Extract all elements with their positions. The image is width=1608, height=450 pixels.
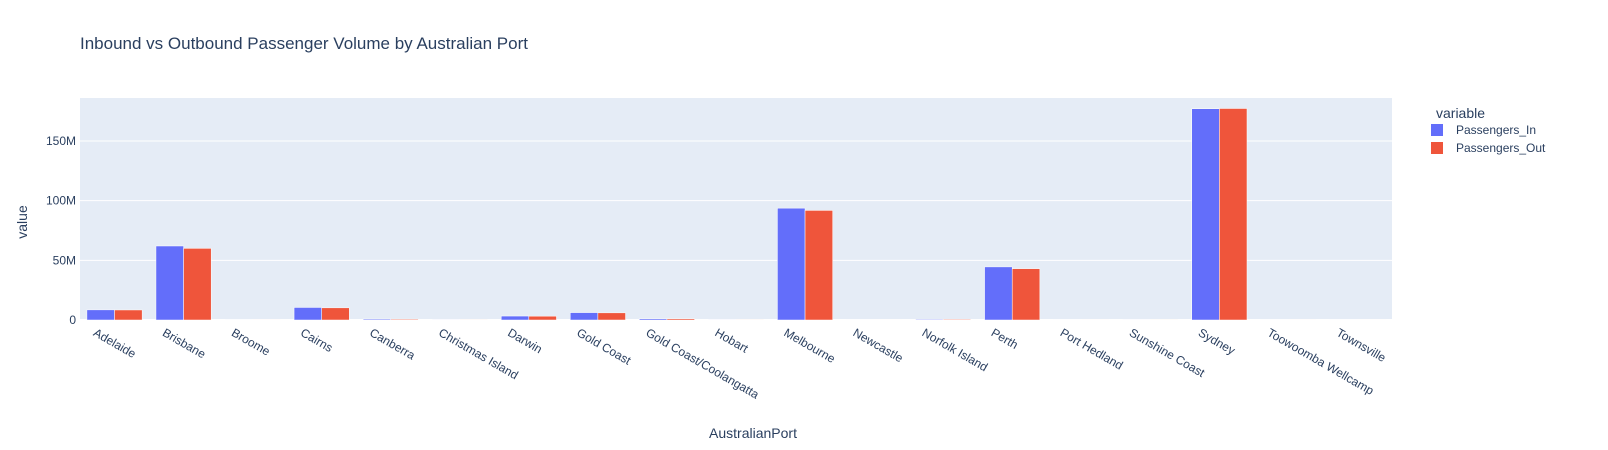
bar-Passengers_In[interactable] <box>293 307 322 321</box>
x-tick-label: Perth <box>989 325 1021 351</box>
y-tick-label: 100M <box>46 194 76 208</box>
bar-Passengers_Out[interactable] <box>528 315 557 321</box>
plot-area <box>80 98 1392 320</box>
x-tick-label: Port Hedland <box>1058 325 1126 372</box>
bar-Passengers_Out[interactable] <box>114 309 143 321</box>
bar-Passengers_Out[interactable] <box>390 318 419 321</box>
bar-Passengers_Out[interactable] <box>1219 108 1248 321</box>
y-tick-label: 0 <box>69 313 76 327</box>
bar-Passengers_In[interactable] <box>570 312 599 321</box>
bar-Passengers_Out[interactable] <box>666 318 695 321</box>
x-tick-label: Canberra <box>367 325 418 362</box>
x-tick-label: Broome <box>229 325 273 358</box>
x-tick-label: Gold Coast/Coolangatta <box>643 325 761 401</box>
bars <box>86 108 1386 321</box>
x-tick-label: Newcastle <box>851 325 906 365</box>
y-tick-label: 50M <box>53 253 76 267</box>
x-tick-label: Cairns <box>298 325 335 354</box>
bar-Passengers_In[interactable] <box>639 318 668 321</box>
legend-swatch[interactable] <box>1431 124 1443 136</box>
bar-Passengers_In[interactable] <box>777 207 806 321</box>
y-tick-label: 150M <box>46 134 76 148</box>
bar-Passengers_Out[interactable] <box>183 248 212 321</box>
bar-Passengers_In[interactable] <box>500 315 530 321</box>
x-tick-label: Gold Coast <box>574 325 634 367</box>
bar-Passengers_In[interactable] <box>915 319 944 321</box>
x-axis-title: AustralianPort <box>709 425 797 441</box>
bar-Passengers_In[interactable] <box>86 309 115 321</box>
x-tick-label: Hobart <box>713 325 752 355</box>
legend-label[interactable]: Passengers_Out <box>1456 141 1546 155</box>
legend: variable Passengers_In Passengers_Out <box>1431 105 1546 155</box>
bar-Passengers_Out[interactable] <box>597 312 626 321</box>
y-axis-ticks: 0 50M 100M 150M <box>46 134 76 327</box>
bar-Passengers_In[interactable] <box>155 245 184 321</box>
x-tick-label: Sydney <box>1196 325 1238 357</box>
x-tick-label: Darwin <box>505 325 544 356</box>
x-tick-label: Melbourne <box>782 325 838 366</box>
x-tick-label: Norfolk Island <box>920 325 991 374</box>
y-axis-title: value <box>14 205 30 239</box>
legend-label[interactable]: Passengers_In <box>1456 123 1536 137</box>
x-axis-ticks: Adelaide Brisbane Broome Cairns Canberra Chri… <box>91 325 1389 401</box>
bar-Passengers_In[interactable] <box>1191 108 1220 321</box>
x-tick-label: Brisbane <box>160 325 208 361</box>
bar-Passengers_Out[interactable] <box>1011 268 1041 321</box>
bar-Passengers_In[interactable] <box>362 318 391 321</box>
bar-Passengers_Out[interactable] <box>321 307 350 321</box>
bar-Passengers_Out[interactable] <box>942 319 972 321</box>
x-tick-label: Townsville <box>1334 325 1389 365</box>
chart-title: Inbound vs Outbound Passenger Volume by … <box>80 34 528 53</box>
x-tick-label: Sunshine Coast <box>1127 325 1208 380</box>
legend-title: variable <box>1436 105 1485 121</box>
bar-Passengers_Out[interactable] <box>804 210 833 321</box>
bar-Passengers_In[interactable] <box>984 266 1013 321</box>
x-tick-label: Adelaide <box>91 325 139 361</box>
legend-swatch[interactable] <box>1431 142 1443 154</box>
